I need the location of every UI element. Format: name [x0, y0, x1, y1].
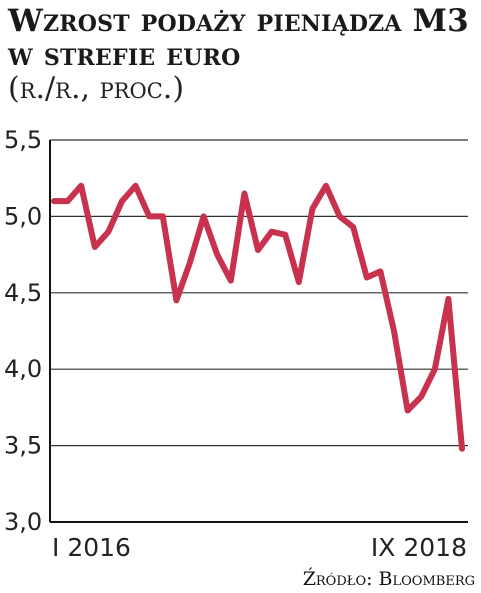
data-point [364, 275, 369, 280]
data-point [351, 224, 356, 230]
data-point [459, 446, 465, 451]
data-point [201, 214, 206, 219]
data-point [92, 244, 98, 250]
data-point [106, 229, 111, 234]
y-tick-labels: 3,0 3,5 4,0 4,5 5,0 5,5 [4, 126, 42, 536]
data-point [296, 279, 301, 285]
data-point [255, 247, 261, 253]
data-point [228, 278, 233, 283]
data-point [119, 198, 125, 204]
data-point [378, 269, 383, 274]
data-point [160, 214, 165, 219]
data-point [147, 214, 152, 219]
data-point [174, 298, 179, 303]
y-tick-label: 5,5 [4, 126, 42, 154]
y-tick-label: 4,0 [4, 355, 42, 383]
data-point [446, 296, 451, 302]
x-tick-label: I 2016 [52, 533, 131, 562]
data-point [187, 260, 193, 265]
source-note: Źródło: Bloomberg [302, 568, 475, 590]
y-tick-label: 5,0 [4, 202, 42, 230]
data-point [79, 183, 84, 189]
y-tick-label: 3,5 [4, 432, 42, 460]
data-point [242, 191, 247, 196]
data-point [133, 183, 138, 189]
data-point [65, 198, 70, 204]
data-point [337, 214, 342, 219]
data-point [391, 328, 397, 334]
x-tick-labels: I 2016 IX 2018 [52, 533, 467, 562]
axes [49, 140, 468, 523]
y-tick-label: 4,5 [4, 279, 42, 307]
data-point [215, 252, 220, 257]
series-line [51, 182, 465, 452]
chart-title: Wzrost podaży pieniądza M3 w strefie eur… [8, 3, 469, 73]
x-tick-label: IX 2018 [371, 533, 467, 562]
y-tick-label: 3,0 [4, 508, 42, 536]
data-point [432, 367, 437, 372]
data-point [51, 198, 57, 204]
chart-subtitle: (r./r., proc.) [8, 71, 185, 106]
data-point [269, 229, 274, 234]
series-layer [51, 182, 465, 452]
data-point [310, 206, 315, 211]
data-point [419, 394, 424, 399]
data-point [323, 183, 329, 189]
grid-lines [50, 139, 468, 447]
data-point [405, 408, 410, 413]
data-point [283, 232, 288, 237]
